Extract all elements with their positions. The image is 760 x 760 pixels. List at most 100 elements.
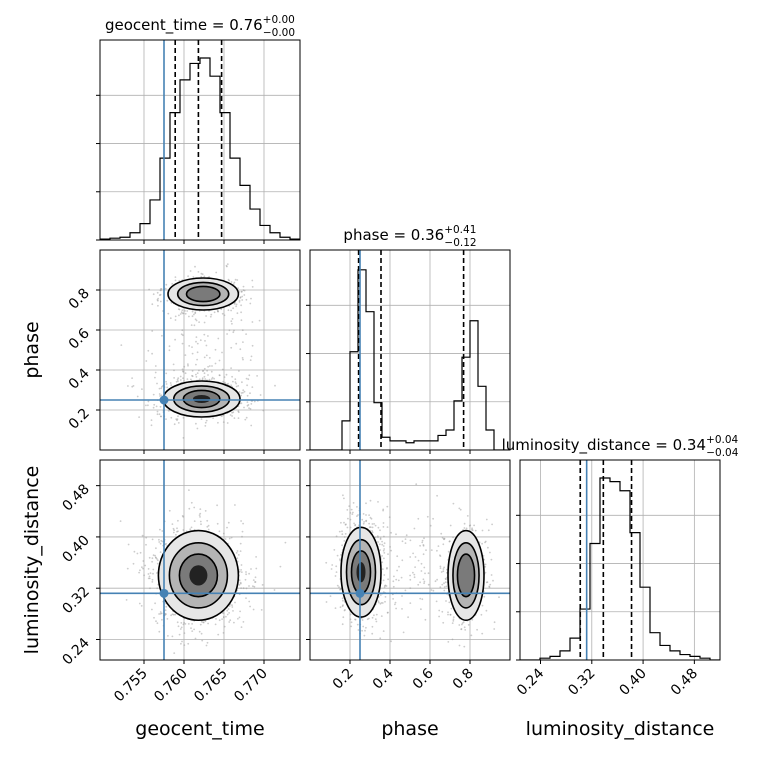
scatter-point [184,623,187,625]
scatter-point [369,526,372,528]
scatter-point [351,513,354,515]
scatter-point [149,587,151,590]
scatter-point [346,526,349,529]
scatter-point [396,569,398,572]
scatter-point [471,618,474,621]
scatter-point [481,632,484,635]
scatter-point [362,513,365,515]
scatter-point [240,290,243,293]
scatter-point [126,567,129,570]
truth-marker [355,588,365,598]
scatter-point [223,376,226,378]
scatter-point [245,416,248,419]
histogram-luminosity-distance [520,477,720,660]
scatter-point [461,623,463,626]
scatter-point [473,524,475,527]
scatter-point [158,541,161,543]
scatter-point [238,370,240,372]
scatter-point [156,587,159,590]
scatter-point [158,630,161,633]
scatter-point [417,559,420,562]
scatter-point [119,520,122,522]
scatter-point [249,392,251,395]
scatter-point [432,517,434,520]
scatter-point [151,581,154,583]
scatter-point [452,620,455,622]
scatter-point [443,537,445,540]
scatter-point [196,342,199,345]
scatter-point [234,278,237,281]
scatter-point [158,538,160,541]
scatter-point [216,504,219,507]
scatter-point [387,578,389,581]
scatter-point [214,623,217,626]
scatter-point [256,375,258,377]
scatter-point [344,523,347,526]
scatter-point [147,404,149,407]
x-tick-label: 0.755 [111,666,151,706]
scatter-point [244,578,247,581]
panel-frame [519,459,721,661]
scatter-point [151,557,154,560]
scatter-point [155,547,157,550]
scatter-point [413,573,416,576]
scatter-point [207,335,209,337]
scatter-point [229,619,232,622]
scatter-point [240,569,243,571]
scatter-point [393,575,395,578]
scatter-point [155,405,158,408]
scatter-point [158,413,161,416]
scatter-point [190,501,193,504]
scatter-point [389,546,391,548]
scatter-point [356,623,359,626]
scatter-point [369,499,372,502]
scatter-point [225,373,228,376]
scatter-point [159,542,162,545]
scatter-point [213,377,216,380]
scatter-point [171,523,174,525]
scatter-point [176,418,179,420]
scatter-point [371,531,374,534]
scatter-point [447,641,450,643]
scatter-point [204,620,207,623]
scatter-point [248,407,250,409]
scatter-point [420,608,422,611]
scatter-point [374,524,377,527]
scatter-point [349,526,352,529]
scatter-point [152,572,154,575]
scatter-point [222,632,225,634]
scatter-point [182,417,185,419]
scatter-point [142,567,144,570]
scatter-point [182,515,185,518]
scatter-point [237,554,240,556]
scatter-point [157,304,159,307]
scatter-point [402,631,405,634]
scatter-point [348,505,351,507]
scatter-point [238,299,241,302]
scatter-point [242,587,245,590]
scatter-point [188,345,191,347]
scatter-point [171,283,174,285]
scatter-point [193,324,196,327]
scatter-point [442,621,445,624]
scatter-point [400,576,403,579]
scatter-point [443,582,445,585]
scatter-point [390,549,392,552]
scatter-point [382,545,385,547]
scatter-point [371,616,374,619]
scatter-point [409,578,412,581]
scatter-point [409,556,412,558]
scatter-point [382,549,385,552]
scatter-point [191,315,194,318]
scatter-point [467,624,470,626]
scatter-point [204,510,207,512]
scatter-point [484,571,487,574]
scatter-point [426,515,429,518]
scatter-point [149,572,152,574]
scatter-point [180,311,183,314]
scatter-point [152,406,155,409]
scatter-point [336,554,339,557]
scatter-point [208,276,211,278]
scatter-point [368,514,370,516]
scatter-point [207,365,210,368]
